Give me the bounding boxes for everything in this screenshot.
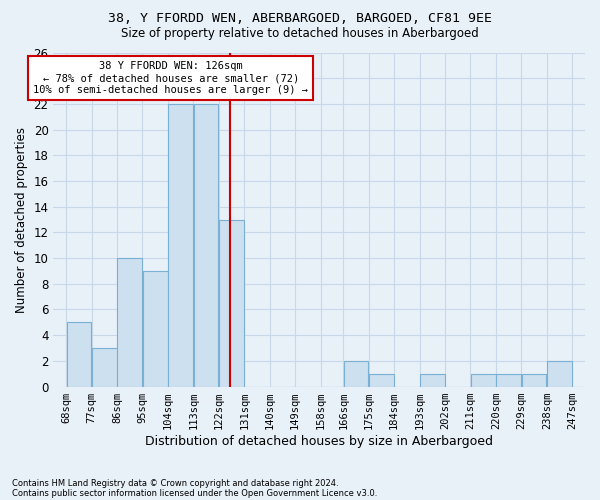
- Bar: [496, 374, 521, 386]
- Bar: [169, 104, 193, 387]
- Bar: [471, 374, 496, 386]
- Y-axis label: Number of detached properties: Number of detached properties: [15, 126, 28, 312]
- Bar: [143, 271, 167, 386]
- Text: Size of property relative to detached houses in Aberbargoed: Size of property relative to detached ho…: [121, 28, 479, 40]
- X-axis label: Distribution of detached houses by size in Aberbargoed: Distribution of detached houses by size …: [145, 434, 493, 448]
- Bar: [194, 104, 218, 387]
- Bar: [219, 220, 244, 386]
- Bar: [67, 322, 91, 386]
- Text: Contains HM Land Registry data © Crown copyright and database right 2024.: Contains HM Land Registry data © Crown c…: [12, 478, 338, 488]
- Bar: [344, 361, 368, 386]
- Bar: [420, 374, 445, 386]
- Bar: [118, 258, 142, 386]
- Bar: [547, 361, 572, 386]
- Text: Contains public sector information licensed under the Open Government Licence v3: Contains public sector information licen…: [12, 488, 377, 498]
- Text: 38, Y FFORDD WEN, ABERBARGOED, BARGOED, CF81 9EE: 38, Y FFORDD WEN, ABERBARGOED, BARGOED, …: [108, 12, 492, 26]
- Bar: [522, 374, 547, 386]
- Text: 38 Y FFORDD WEN: 126sqm
← 78% of detached houses are smaller (72)
10% of semi-de: 38 Y FFORDD WEN: 126sqm ← 78% of detache…: [33, 62, 308, 94]
- Bar: [92, 348, 116, 387]
- Bar: [369, 374, 394, 386]
